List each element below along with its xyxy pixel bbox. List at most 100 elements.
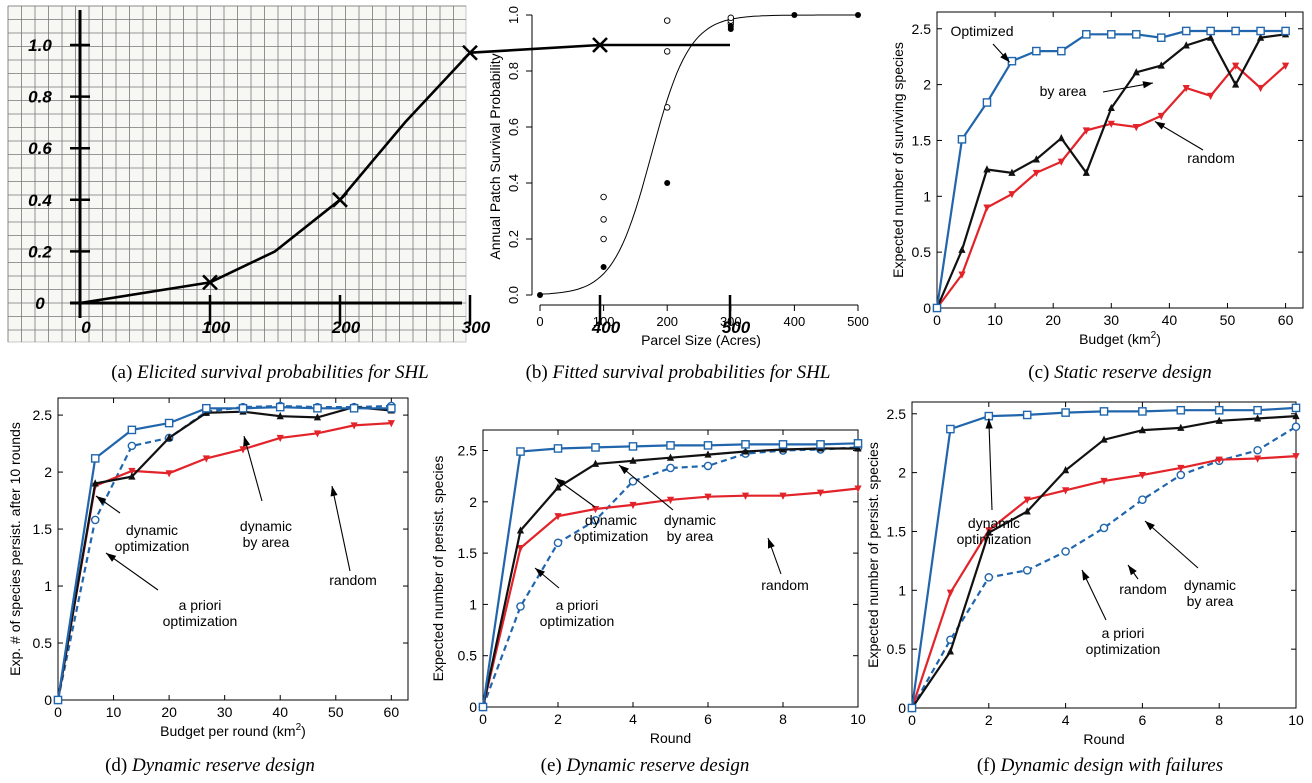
y-tick-label: 1.5 [33, 521, 53, 537]
data-point [1099, 523, 1109, 533]
x-axis-label: Round [650, 730, 691, 746]
data-point [1157, 61, 1165, 69]
x-tick-label: 100 [202, 318, 231, 337]
series-dynamic-by-area [908, 411, 1300, 711]
filled-point [727, 23, 734, 30]
data-point [1214, 405, 1224, 415]
y-tick-label: 0.4 [28, 191, 52, 210]
x-axis-label: Budget (km2) [1079, 330, 1161, 347]
data-point [554, 513, 562, 521]
data-point [1256, 84, 1265, 93]
caption-c: (c) Static reserve design [1028, 362, 1212, 383]
y-tick-label: 2 [469, 494, 477, 510]
series-dynamic-optimization [53, 402, 396, 705]
x-mark [592, 37, 608, 53]
data-point [1156, 33, 1166, 42]
data-point [1215, 456, 1223, 464]
data-point [666, 463, 675, 473]
filled-point [855, 12, 861, 18]
data-point [629, 501, 637, 510]
data-point [91, 479, 99, 487]
x-axis-label-part: ) [301, 723, 306, 739]
annotation-dynamic-optimization: dynamic optimization [115, 522, 190, 554]
data-point [983, 165, 991, 173]
x-tick-label: 4 [629, 711, 637, 727]
data-point [854, 485, 862, 493]
series-line [56, 405, 392, 701]
y-tick-label: 1.0 [506, 6, 521, 24]
data-point [387, 403, 396, 413]
annotation-dynamic-by-area-line-1: by area [1187, 593, 1234, 609]
data-point [478, 702, 488, 712]
data-point [1106, 30, 1116, 39]
data-point [350, 422, 358, 430]
data-point [628, 476, 638, 486]
data-point [1099, 407, 1109, 416]
data-point [854, 444, 862, 452]
x-tick-label: 0 [479, 711, 487, 727]
data-point [90, 515, 100, 525]
elicited-survival-chart: 0 100 200 300 400 500 0 0.2 0.4 0.6 0.8 1.0 [7, 5, 751, 343]
x-tick-label: 0 [536, 314, 543, 329]
data-point [127, 441, 137, 451]
arrow-dynamic-optimization-head [96, 496, 107, 505]
annotation-dynamic-by-area-line-1: by area [667, 528, 714, 544]
data-point [591, 459, 600, 467]
data-point [1291, 403, 1301, 413]
series-dynamic-by-area [54, 402, 395, 703]
data-point [1232, 80, 1240, 88]
series-random [933, 62, 1290, 313]
data-point [516, 602, 525, 611]
x-axis-label: Parcel Size (Acres) [641, 332, 761, 348]
y-tick-label: 0.5 [912, 244, 932, 260]
filled-point [664, 180, 671, 186]
data-point [1182, 41, 1190, 49]
data-point [387, 420, 395, 428]
y-tick-label: 1.5 [458, 545, 478, 561]
arrow-dynamic-by-area-line [1144, 520, 1199, 569]
elicited-point [592, 37, 608, 53]
series-line [910, 455, 1297, 709]
x-tick-label: 50 [1220, 312, 1236, 328]
x-axis-label-sup: 2 [296, 722, 302, 733]
data-point [276, 434, 284, 443]
plot-frame [482, 429, 859, 708]
annotation-random: random [1119, 581, 1166, 597]
y-tick-label: 1.5 [912, 132, 932, 148]
data-point [553, 444, 563, 453]
annotation-a-priori: a priori optimization [540, 597, 615, 629]
data-point [591, 505, 600, 514]
data-point [1138, 407, 1147, 416]
data-point [1181, 26, 1191, 36]
data-point [1138, 495, 1147, 504]
data-point [741, 492, 750, 500]
data-point [1207, 33, 1215, 41]
data-point [128, 467, 136, 476]
arrow-dynamic-by-area-head [1145, 521, 1155, 531]
annotation-dynamic-by-area: dynamic by area [1184, 577, 1236, 609]
arrow-dynamic-optimization-head [555, 478, 566, 487]
arrow-a-priori-head [106, 553, 117, 562]
arrow-dynamic-by-area-head [243, 436, 251, 447]
arrow-dynamic-by-area-line [243, 435, 263, 502]
annotation-a-priori: a priori optimization [163, 597, 238, 629]
plot-frame [57, 397, 409, 701]
data-point [1082, 168, 1090, 176]
data-point [516, 544, 525, 553]
y-tick-label: 2 [923, 77, 931, 93]
data-point [1132, 68, 1140, 76]
data-point [1281, 26, 1290, 36]
data-point [778, 440, 788, 449]
y-axis-label: Exp. # of species persist. after 10 roun… [7, 422, 23, 676]
series-line [910, 406, 1297, 709]
data-point [1231, 26, 1240, 36]
data-point [1132, 124, 1140, 132]
data-point [53, 695, 63, 705]
data-point [666, 453, 675, 461]
elicited-point [332, 191, 348, 208]
y-tick-label: 2 [898, 465, 906, 481]
annotation-dynamic-optimization: dynamic optimization [957, 515, 1032, 547]
data-point [1007, 56, 1017, 66]
series-line [56, 422, 392, 701]
y-tick-label: 1 [469, 596, 477, 612]
